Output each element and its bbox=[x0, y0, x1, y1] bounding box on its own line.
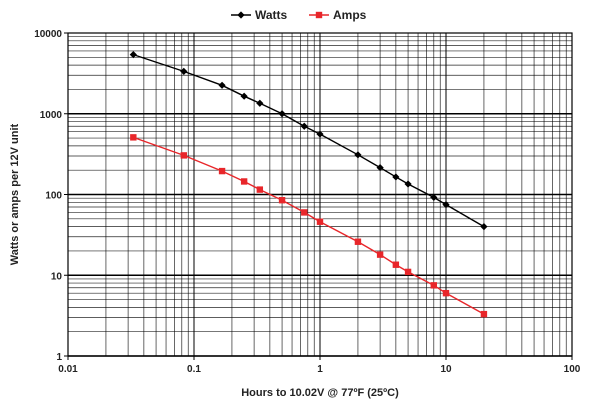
data-point-watts bbox=[278, 110, 286, 118]
legend-label: Watts bbox=[255, 8, 288, 22]
y-tick-label: 100 bbox=[45, 191, 62, 202]
x-tick-label: 10 bbox=[440, 364, 452, 375]
data-point-amps bbox=[130, 134, 137, 141]
x-tick-label: 100 bbox=[564, 364, 581, 375]
data-point-amps bbox=[240, 178, 248, 185]
x-tick-label: 0.01 bbox=[58, 364, 78, 375]
data-point-amps bbox=[301, 209, 308, 216]
x-axis: 0.01 0.1 1 10 100 bbox=[58, 356, 581, 375]
y-tick-label: 10 bbox=[51, 271, 63, 282]
series-amps bbox=[130, 134, 488, 318]
legend-diamond-marker bbox=[237, 11, 245, 19]
data-point-amps bbox=[404, 268, 412, 276]
grid bbox=[67, 33, 572, 357]
data-point-amps bbox=[442, 289, 450, 297]
data-point-watts bbox=[256, 99, 264, 107]
legend-item-amps: Amps bbox=[309, 8, 367, 22]
data-point-watts bbox=[392, 173, 400, 181]
data-point-amps bbox=[278, 196, 286, 204]
data-point-watts bbox=[129, 51, 137, 59]
data-point-watts bbox=[430, 193, 438, 202]
data-point-watts bbox=[442, 200, 450, 209]
data-point-amps bbox=[376, 251, 384, 258]
data-point-amps bbox=[316, 218, 324, 225]
data-point-amps bbox=[218, 167, 226, 175]
data-point-watts bbox=[316, 130, 324, 138]
data-point-watts bbox=[480, 223, 488, 231]
x-tick-label: 1 bbox=[317, 364, 323, 375]
y-tick-label: 1 bbox=[56, 352, 62, 363]
legend-square-marker bbox=[315, 11, 323, 19]
data-point-watts bbox=[376, 164, 384, 172]
data-point-amps bbox=[392, 261, 400, 268]
data-point-watts bbox=[240, 92, 248, 100]
data-point-amps bbox=[256, 186, 264, 193]
y-tick-label: 1000 bbox=[40, 110, 63, 121]
legend-label: Amps bbox=[333, 8, 367, 22]
y-axis-title: Watts or amps per 12V unit bbox=[9, 123, 21, 265]
x-tick-label: 0.1 bbox=[187, 364, 201, 375]
data-point-amps bbox=[480, 310, 488, 318]
data-point-watts bbox=[218, 81, 226, 89]
x-axis-title: Hours to 10.02V @ 77ºF (25ºC) bbox=[241, 387, 399, 399]
series-layer bbox=[129, 51, 488, 318]
y-axis: 1 10 100 1000 10000 bbox=[34, 29, 68, 363]
data-point-watts bbox=[354, 151, 362, 159]
legend-item-watts: Watts bbox=[231, 8, 288, 22]
legend: Watts Amps bbox=[231, 8, 367, 22]
data-point-watts bbox=[180, 67, 188, 75]
data-point-amps bbox=[180, 152, 188, 159]
series-watts bbox=[129, 51, 488, 231]
data-point-amps bbox=[354, 238, 362, 245]
data-point-amps bbox=[430, 282, 437, 289]
data-point-watts bbox=[404, 180, 412, 188]
y-tick-label: 10000 bbox=[34, 29, 62, 40]
data-point-watts bbox=[300, 122, 308, 130]
